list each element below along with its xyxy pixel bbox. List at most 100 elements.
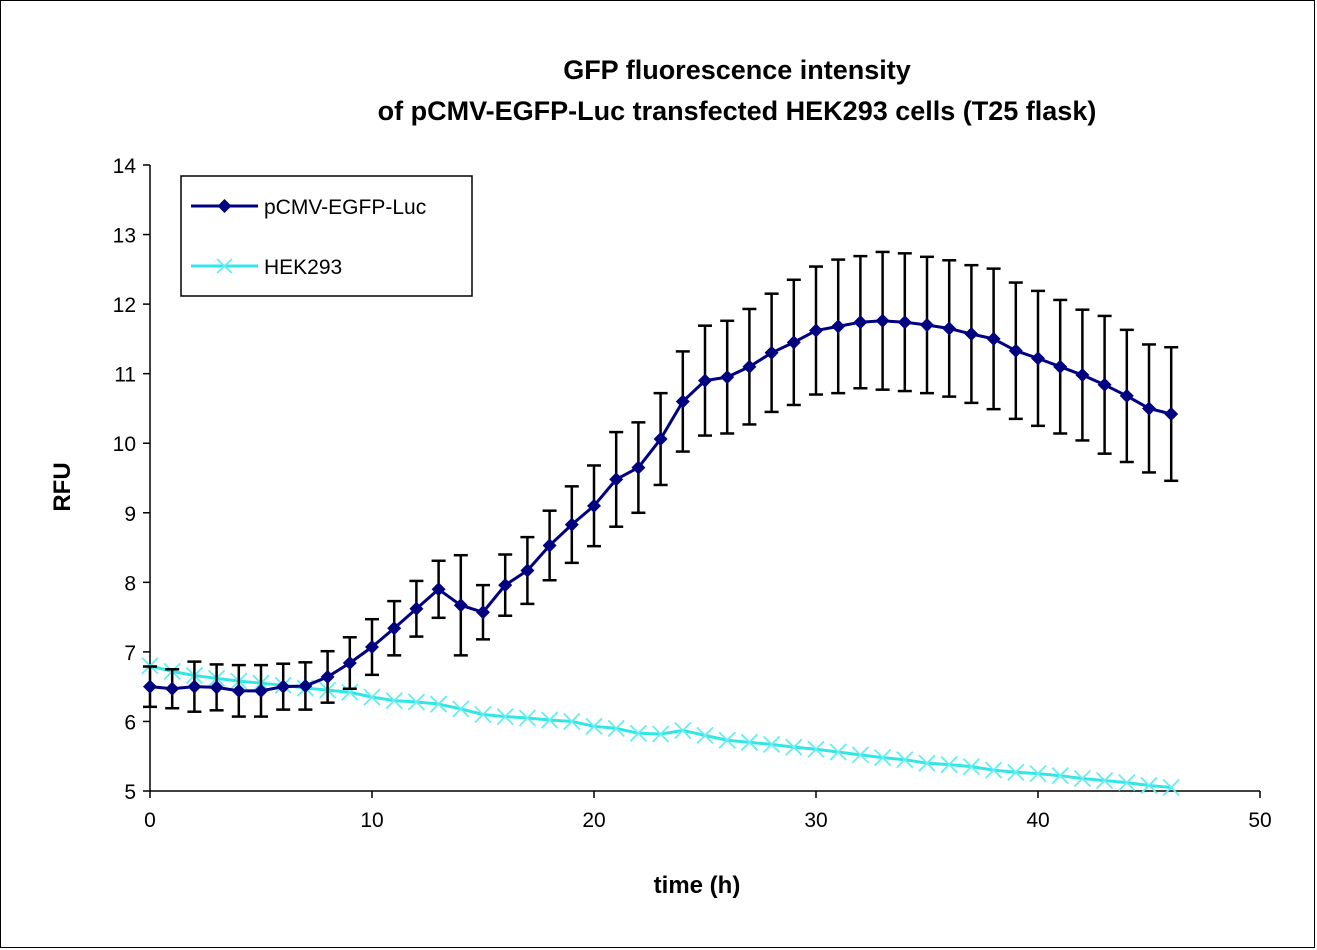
- hek293-point: [407, 693, 426, 711]
- hek293-point: [1162, 778, 1180, 797]
- hek293-point: [474, 705, 492, 724]
- hek293-point: [563, 712, 581, 731]
- hek293-point: [851, 746, 870, 764]
- pcmv-egfp-luc-point: [254, 683, 268, 698]
- y-axis-ticks: 5 6 7 8 9 10 11 12 13 14: [113, 155, 150, 804]
- pcmv-egfp-luc-point: [476, 605, 490, 620]
- hek293-point: [1118, 774, 1136, 792]
- y-axis-title: RFU: [49, 462, 76, 511]
- hek293-point: [341, 683, 359, 701]
- pcmv-egfp-luc-point: [964, 327, 979, 342]
- hek293-point: [496, 707, 514, 726]
- pcmv-egfp-luc-point: [986, 331, 1001, 346]
- pcmv-egfp-luc-point: [564, 517, 579, 532]
- hek293-point: [651, 725, 670, 743]
- y-tick-label: 14: [113, 155, 137, 178]
- hek293-point: [696, 726, 714, 744]
- pcmv-egfp-luc-point: [209, 680, 224, 695]
- pcmv-egfp-luc-point: [920, 317, 934, 332]
- pcmv-egfp-luc-point: [1053, 359, 1068, 374]
- hek293-point: [540, 711, 559, 729]
- hek293-point: [1073, 769, 1092, 788]
- hek293-point: [1140, 776, 1158, 795]
- legend-item-pcmv-egfp-luc: pCMV-EGFP-Luc: [191, 196, 426, 219]
- pcmv-egfp-luc-point: [298, 678, 313, 693]
- pcmv-egfp-luc-point: [897, 315, 912, 330]
- pcmv-egfp-luc-point: [1097, 377, 1112, 392]
- hek293-point: [674, 721, 692, 740]
- hek293-point: [762, 735, 781, 754]
- hek293-point: [829, 743, 847, 761]
- hek293-point: [429, 695, 448, 713]
- pcmv-egfp-luc-point: [387, 621, 402, 636]
- pcmv-egfp-luc-point: [498, 578, 513, 593]
- hek293-point: [518, 709, 537, 727]
- hek293-point: [718, 731, 736, 749]
- x-axis-ticks: 0 10 20 30 40 50: [144, 791, 1272, 832]
- y-tick-label: 8: [124, 572, 136, 595]
- chart-title-line-2: of pCMV-EGFP-Luc transfected HEK293 cell…: [378, 96, 1097, 126]
- y-tick-label: 10: [113, 433, 136, 456]
- pcmv-egfp-luc-point: [342, 656, 357, 671]
- pcmv-egfp-luc-point: [809, 323, 823, 338]
- x-marker-icon: [216, 258, 233, 274]
- pcmv-egfp-luc-point: [698, 373, 712, 388]
- pcmv-egfp-luc-point: [675, 394, 690, 409]
- y-tick-label: 9: [124, 503, 136, 526]
- x-tick-label: 50: [1248, 809, 1271, 832]
- hek293-point: [785, 738, 803, 756]
- hek293-point: [607, 719, 625, 738]
- x-tick-label: 20: [582, 809, 605, 832]
- hek293-point: [452, 700, 470, 718]
- y-tick-label: 11: [114, 364, 136, 387]
- pcmv-egfp-luc-line: [149, 319, 1172, 693]
- hek293-point: [1095, 771, 1114, 790]
- diamond-marker-icon: [217, 199, 232, 213]
- hek293-point: [918, 754, 936, 772]
- pcmv-egfp-luc-point: [453, 598, 468, 613]
- pcmv-egfp-luc-point: [187, 679, 202, 694]
- y-tick-label: 7: [124, 642, 136, 665]
- y-tick-label: 13: [113, 225, 136, 248]
- x-axis-title: time (h): [654, 872, 741, 899]
- pcmv-egfp-luc-point: [365, 640, 379, 655]
- pcmv-egfp-luc-point: [165, 681, 180, 696]
- pcmv-egfp-luc-point: [653, 432, 668, 447]
- hek293-point: [1007, 763, 1025, 781]
- hek293-point: [629, 724, 648, 742]
- pcmv-egfp-luc-point: [1119, 388, 1134, 403]
- pcmv-egfp-luc-point: [631, 460, 646, 475]
- pcmv-egfp-luc-point: [875, 313, 890, 328]
- pcmv-egfp-luc-point: [942, 321, 957, 336]
- hek293-point: [1051, 767, 1069, 785]
- y-tick-label: 5: [124, 781, 136, 804]
- hek293-point: [807, 740, 825, 758]
- legend-label-hek293: HEK293: [264, 256, 342, 279]
- pcmv-egfp-luc-point: [231, 683, 246, 698]
- hek293-point: [896, 751, 914, 769]
- pcmv-egfp-luc-point: [720, 370, 735, 385]
- legend-label-pcmv-egfp-luc: pCMV-EGFP-Luc: [264, 196, 426, 219]
- pcmv-egfp-luc-point: [1075, 368, 1090, 383]
- x-tick-label: 30: [804, 809, 827, 832]
- x-tick-label: 0: [144, 809, 156, 832]
- legend-item-hek293: HEK293: [191, 256, 342, 279]
- y-tick-label: 6: [124, 711, 136, 734]
- legend-box: [180, 175, 473, 297]
- chart-title-line-1: GFP fluorescence intensity: [563, 55, 911, 85]
- pcmv-egfp-luc-point: [742, 359, 757, 374]
- legend: pCMV-EGFP-Luc HEK293: [180, 175, 473, 297]
- pcmv-egfp-luc-point: [764, 345, 779, 360]
- y-tick-label: 12: [113, 294, 136, 317]
- pcmv-egfp-luc-point: [276, 679, 291, 694]
- series-hek293: [141, 657, 1180, 797]
- pcmv-egfp-luc-point: [1164, 407, 1179, 422]
- x-tick-label: 10: [360, 809, 383, 832]
- hek293-point: [962, 758, 981, 776]
- hek293-point: [740, 733, 759, 751]
- pcmv-egfp-luc-point: [520, 563, 535, 578]
- hek293-point: [873, 748, 892, 767]
- pcmv-egfp-luc-point: [542, 538, 557, 553]
- pcmv-egfp-luc-point: [409, 601, 424, 616]
- hek293-point: [363, 688, 381, 706]
